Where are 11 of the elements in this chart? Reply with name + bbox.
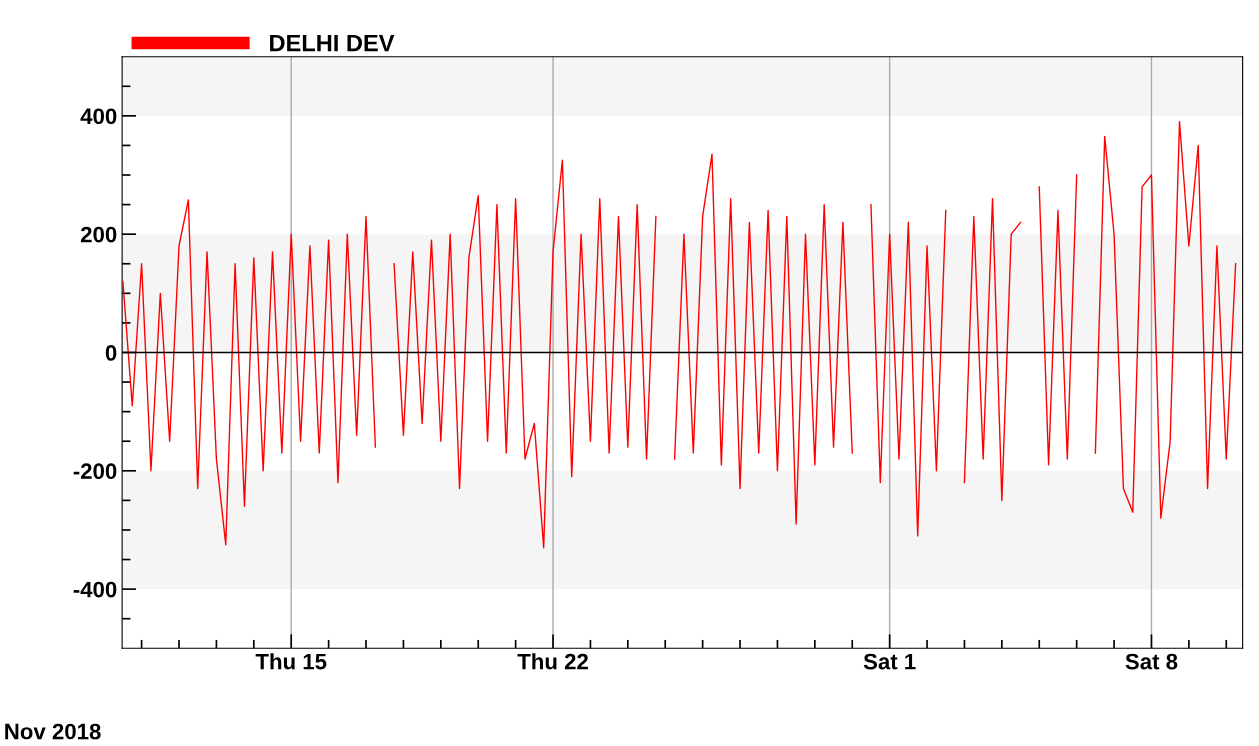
y-tick-label: 200 xyxy=(80,226,117,243)
text: Nov 2018 xyxy=(5,723,101,740)
x-tick-label: Sat 1 xyxy=(863,653,916,670)
text: DELHI DEV xyxy=(270,34,395,52)
x-tick-label: Sat 8 xyxy=(1125,653,1178,670)
y-tick-label: -200 xyxy=(73,463,117,480)
y-tick-label: 400 xyxy=(80,108,117,125)
x-tick-label: Thu 15 xyxy=(255,653,327,670)
x-tick-label: Thu 22 xyxy=(517,653,588,670)
y-tick-label: 0 xyxy=(105,345,117,361)
y-tick-label: -400 xyxy=(73,581,117,598)
